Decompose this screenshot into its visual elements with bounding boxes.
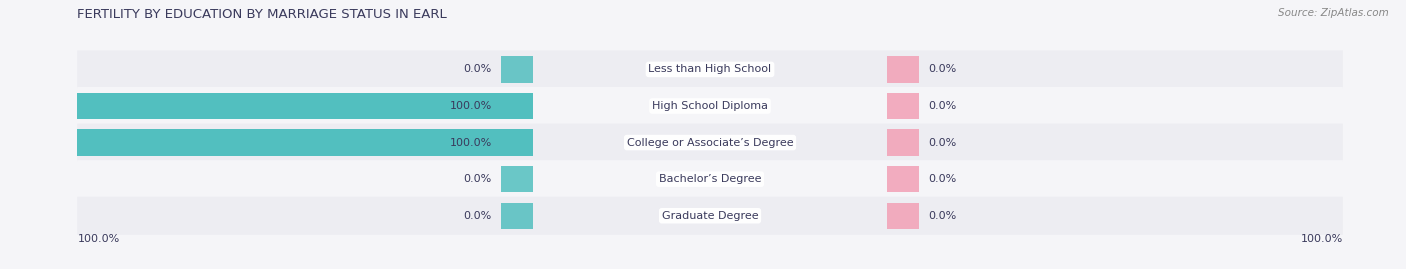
Text: 100.0%: 100.0% bbox=[450, 101, 492, 111]
Text: 0.0%: 0.0% bbox=[464, 174, 492, 184]
Bar bbox=[887, 93, 920, 119]
Bar bbox=[887, 56, 920, 83]
FancyBboxPatch shape bbox=[77, 50, 1343, 89]
Bar bbox=[887, 203, 920, 229]
FancyBboxPatch shape bbox=[77, 160, 1343, 198]
Bar bbox=[502, 56, 533, 83]
Text: 0.0%: 0.0% bbox=[928, 137, 956, 148]
Text: 100.0%: 100.0% bbox=[77, 234, 120, 244]
Bar bbox=[887, 129, 920, 156]
Bar bbox=[77, 129, 533, 156]
Text: 0.0%: 0.0% bbox=[928, 64, 956, 75]
FancyBboxPatch shape bbox=[77, 197, 1343, 235]
Text: High School Diploma: High School Diploma bbox=[652, 101, 768, 111]
Bar bbox=[502, 166, 533, 192]
Text: Graduate Degree: Graduate Degree bbox=[662, 211, 758, 221]
Bar bbox=[77, 93, 533, 119]
Text: 0.0%: 0.0% bbox=[464, 64, 492, 75]
Bar bbox=[887, 166, 920, 192]
Text: Less than High School: Less than High School bbox=[648, 64, 772, 75]
Text: 0.0%: 0.0% bbox=[928, 101, 956, 111]
FancyBboxPatch shape bbox=[77, 87, 1343, 125]
Text: 0.0%: 0.0% bbox=[928, 174, 956, 184]
Text: 100.0%: 100.0% bbox=[450, 137, 492, 148]
FancyBboxPatch shape bbox=[77, 123, 1343, 162]
Text: Bachelor’s Degree: Bachelor’s Degree bbox=[659, 174, 761, 184]
Text: FERTILITY BY EDUCATION BY MARRIAGE STATUS IN EARL: FERTILITY BY EDUCATION BY MARRIAGE STATU… bbox=[77, 8, 447, 21]
Bar bbox=[502, 203, 533, 229]
Text: 0.0%: 0.0% bbox=[464, 211, 492, 221]
Text: 100.0%: 100.0% bbox=[1301, 234, 1343, 244]
Text: Source: ZipAtlas.com: Source: ZipAtlas.com bbox=[1278, 8, 1389, 18]
Text: 0.0%: 0.0% bbox=[928, 211, 956, 221]
Text: College or Associate’s Degree: College or Associate’s Degree bbox=[627, 137, 793, 148]
